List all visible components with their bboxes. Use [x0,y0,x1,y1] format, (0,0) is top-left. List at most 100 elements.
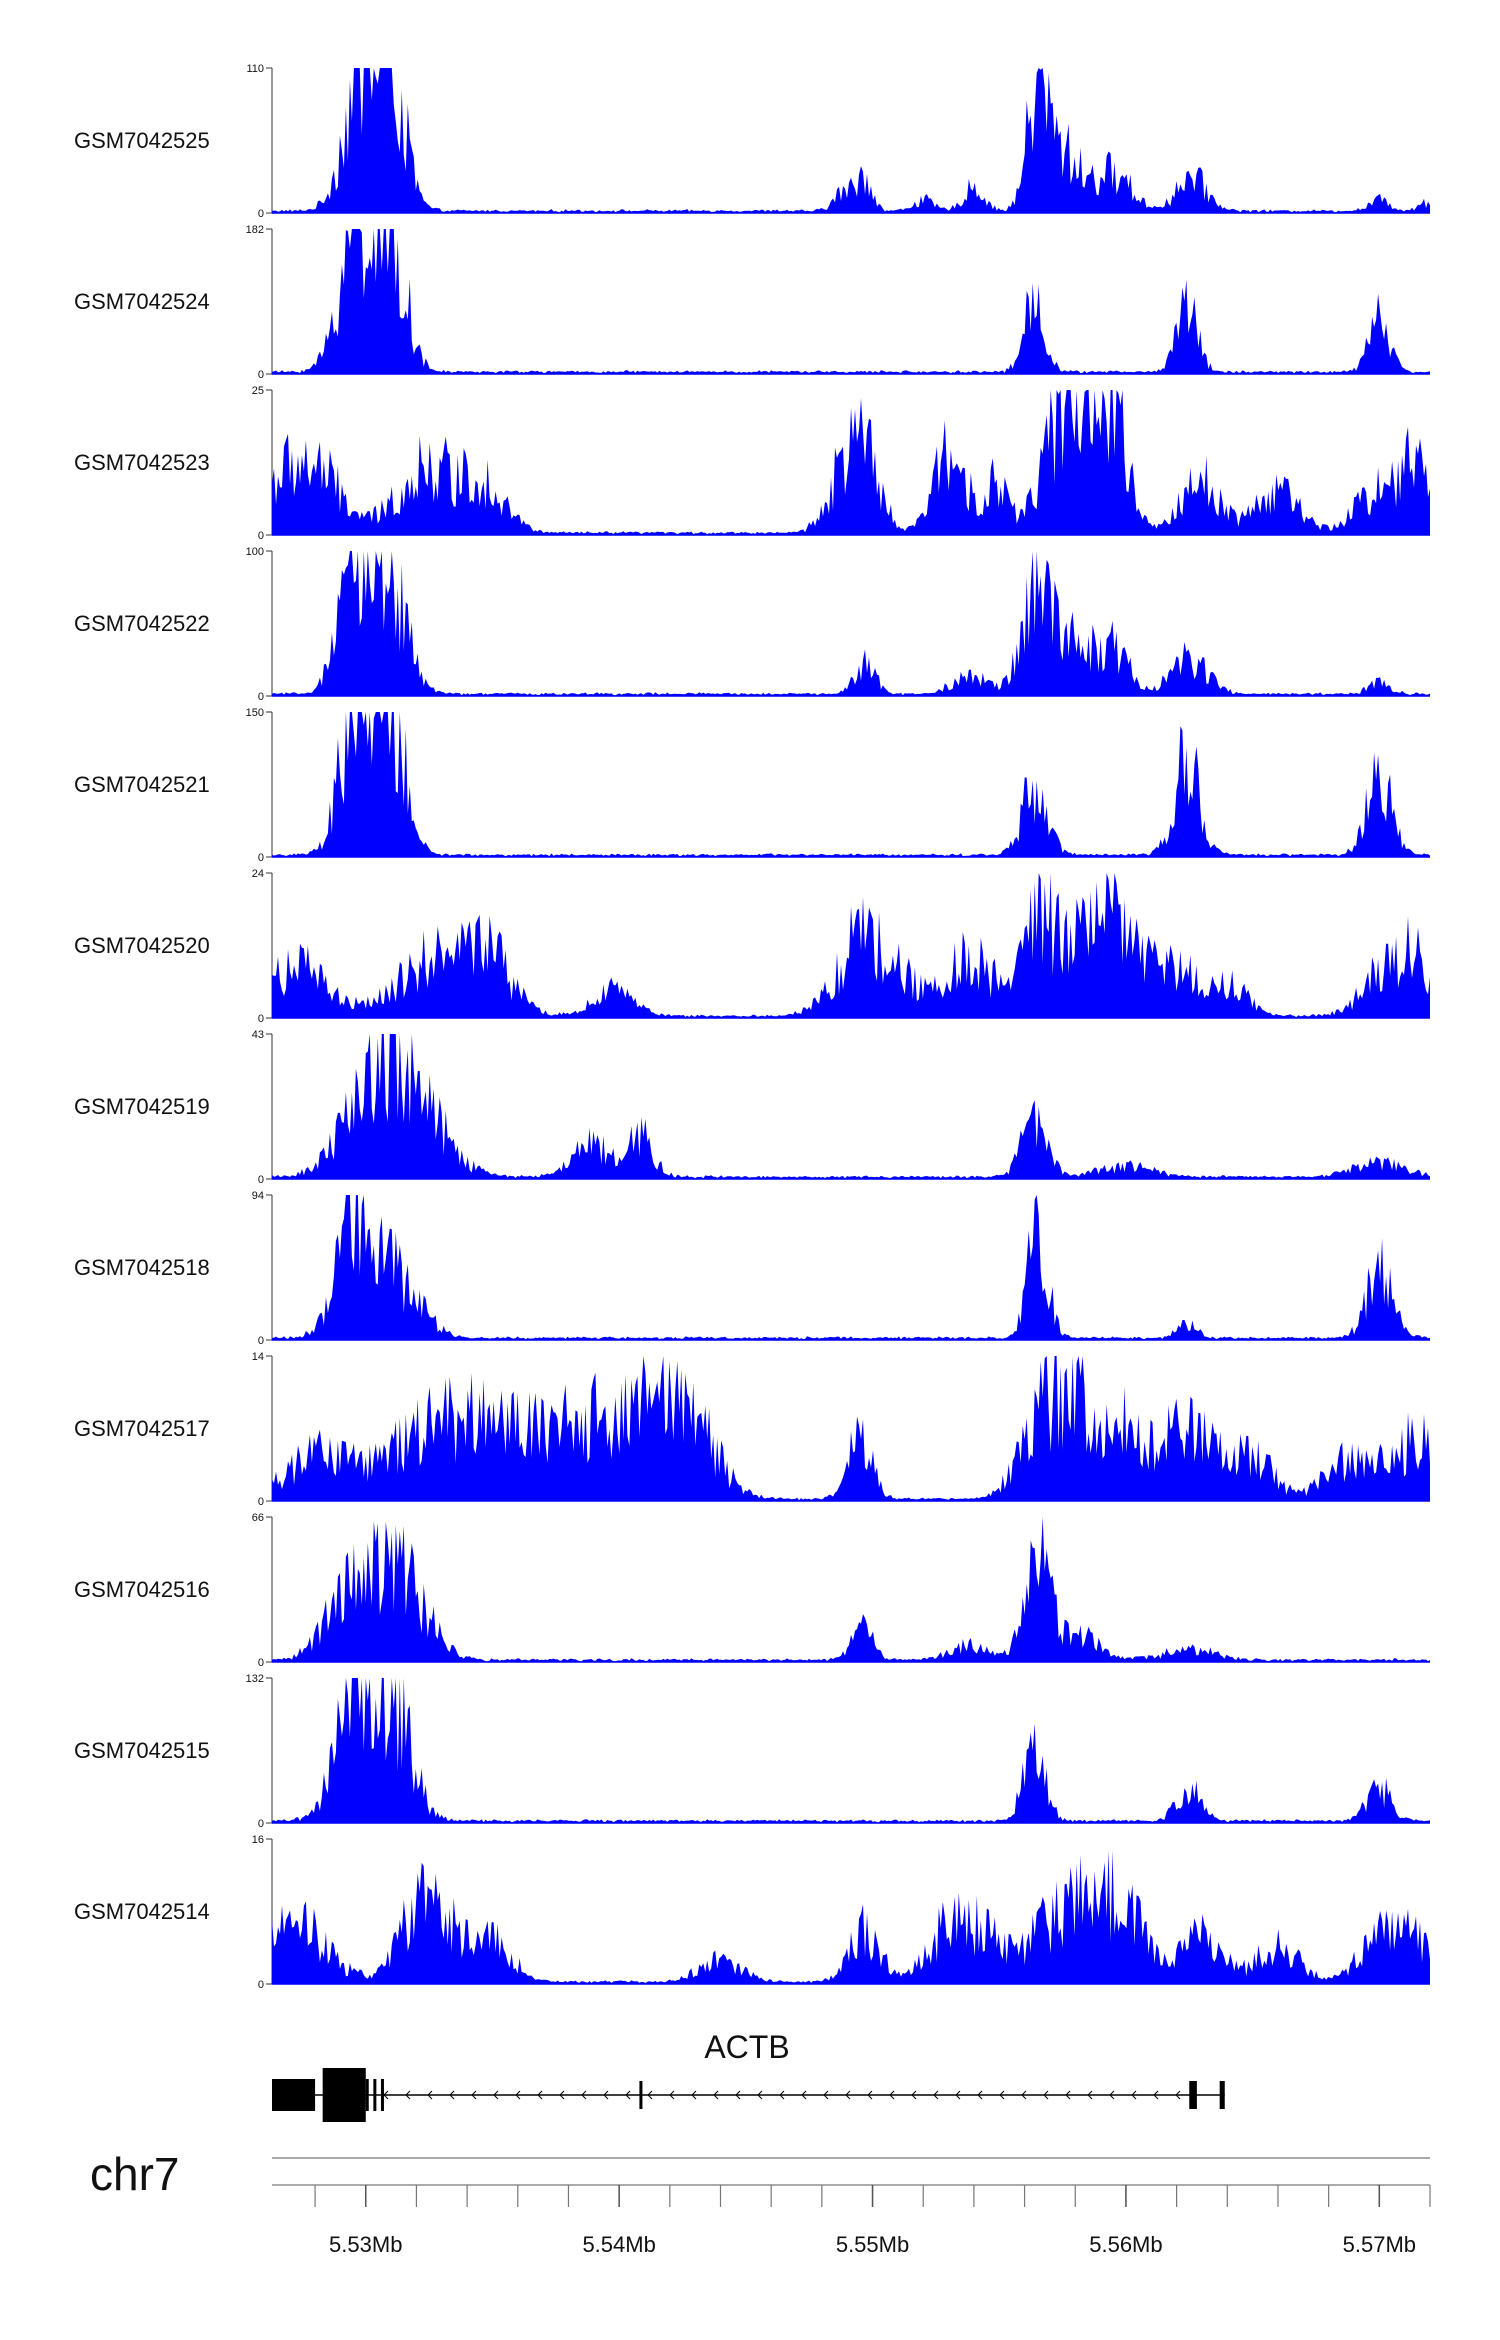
coverage-area [272,229,1430,374]
track-GSM7042516: GSM7042516 66 0 [74,1512,1430,1669]
x-tick-label: 5.54Mb [582,2232,655,2257]
strand-arrow [405,2090,411,2100]
track-GSM7042518: GSM7042518 94 0 [74,1190,1430,1347]
track-label: GSM7042522 [74,611,210,636]
strand-arrow [977,2090,983,2100]
y-min-label: 0 [258,1013,264,1025]
track-GSM7042517: GSM7042517 14 0 [74,1351,1430,1508]
y-min-label: 0 [258,1496,264,1508]
track-label: GSM7042523 [74,450,210,475]
track-GSM7042520: GSM7042520 24 0 [74,868,1430,1025]
strand-arrow [779,2090,785,2100]
y-max-label: 16 [252,1834,264,1846]
strand-arrow [603,2090,609,2100]
gene-exon [373,2079,377,2111]
genomic-axis: chr7 5.53Mb 5.54Mb 5.55Mb 5.56Mb 5.57Mb [90,2148,1431,2257]
coverage-area [272,551,1430,696]
y-max-label: 110 [246,63,264,75]
strand-arrow [427,2090,433,2100]
strand-arrow [1175,2090,1181,2100]
gene-exon [365,2079,369,2111]
gene-exon [272,2079,316,2111]
strand-arrow [1109,2090,1115,2100]
strand-arrow [383,2090,389,2100]
y-min-label: 0 [258,1335,264,1347]
strand-arrow [537,2090,543,2100]
y-max-label: 132 [246,1673,264,1685]
y-max-label: 24 [252,868,264,880]
coverage-area [272,873,1430,1018]
strand-arrow [1043,2090,1049,2100]
strand-arrow [801,2090,807,2100]
y-min-label: 0 [258,691,264,703]
track-label: GSM7042516 [74,1577,210,1602]
track-GSM7042524: GSM7042524 182 0 [74,224,1430,381]
gene-exon [1189,2081,1197,2109]
track-label: GSM7042525 [74,128,210,153]
track-GSM7042523: GSM7042523 25 0 [74,385,1430,542]
strand-arrow [449,2090,455,2100]
y-min-label: 0 [258,1174,264,1186]
strand-arrow [581,2090,587,2100]
track-GSM7042521: GSM7042521 150 0 [74,707,1430,864]
y-min-label: 0 [258,1818,264,1830]
track-label: GSM7042521 [74,772,210,797]
coverage-area [272,1034,1430,1179]
strand-arrow [955,2090,961,2100]
coverage-area [272,1678,1430,1823]
track-GSM7042514: GSM7042514 16 0 [74,1834,1430,1991]
x-tick-label: 5.55Mb [836,2232,909,2257]
strand-arrow [1087,2090,1093,2100]
gene-exon [1219,2081,1225,2109]
track-label: GSM7042520 [74,933,210,958]
y-max-label: 182 [246,224,264,236]
coverage-area [272,1850,1430,1984]
track-label: GSM7042518 [74,1255,210,1280]
strand-arrow [1021,2090,1027,2100]
gene-exon [380,2079,384,2111]
x-tick-label: 5.53Mb [329,2232,402,2257]
track-GSM7042515: GSM7042515 132 0 [74,1673,1430,1830]
y-max-label: 94 [252,1190,264,1202]
strand-arrow [911,2090,917,2100]
strand-arrow [647,2090,653,2100]
coverage-area [272,712,1430,857]
y-max-label: 43 [252,1029,264,1041]
track-label: GSM7042514 [74,1899,210,1924]
coverage-area [272,1195,1430,1340]
track-label: GSM7042524 [74,289,210,314]
x-tick-label: 5.57Mb [1343,2232,1416,2257]
gene-exon [639,2081,643,2109]
strand-arrow [1153,2090,1159,2100]
strand-arrow [515,2090,521,2100]
strand-arrow [713,2090,719,2100]
strand-arrow [999,2090,1005,2100]
track-label: GSM7042517 [74,1416,210,1441]
y-max-label: 25 [252,385,264,397]
y-min-label: 0 [258,852,264,864]
y-max-label: 150 [246,707,264,719]
y-max-label: 14 [252,1351,264,1363]
track-label: GSM7042519 [74,1094,210,1119]
strand-arrow [669,2090,675,2100]
strand-arrow [691,2090,697,2100]
strand-arrow [735,2090,741,2100]
coverage-area [272,390,1430,535]
strand-arrow [471,2090,477,2100]
y-max-label: 66 [252,1512,264,1524]
gene-annotation-track: ACTB [272,2029,1225,2122]
strand-arrow [1065,2090,1071,2100]
gene-exon [322,2068,366,2122]
coverage-area [272,1517,1430,1662]
y-min-label: 0 [258,1979,264,1991]
coverage-area [272,1356,1430,1501]
y-min-label: 0 [258,369,264,381]
strand-arrow [845,2090,851,2100]
strand-arrow [757,2090,763,2100]
track-GSM7042519: GSM7042519 43 0 [74,1029,1430,1186]
strand-arrow [625,2090,631,2100]
strand-arrow [1131,2090,1137,2100]
gene-label: ACTB [704,2029,789,2065]
strand-arrow [889,2090,895,2100]
